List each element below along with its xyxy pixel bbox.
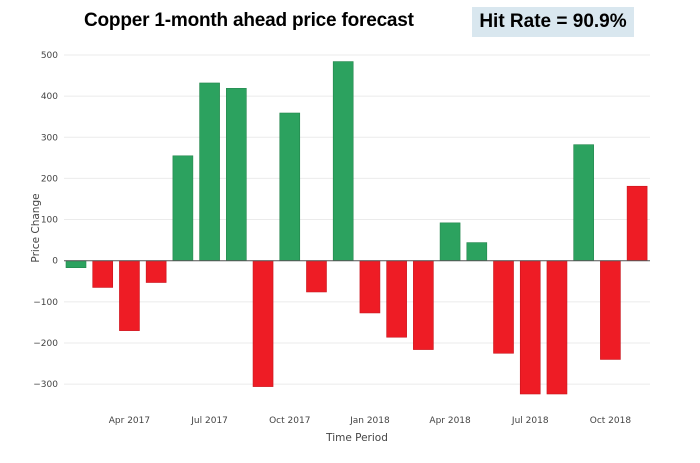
y-tick-label: −200	[33, 339, 58, 349]
y-tick-label: −100	[33, 298, 58, 308]
bar-jan-2018	[359, 260, 381, 314]
bar-jun-2018	[493, 260, 514, 354]
x-tick-label: Jul 2018	[511, 416, 549, 426]
bar-jun-2017	[172, 155, 194, 261]
x-tick-label: Apr 2018	[429, 416, 471, 426]
y-axis-ticks: −300 −200 −100 0 100 200 300 400 500	[33, 51, 58, 390]
bar-aug-2017	[226, 88, 247, 262]
x-axis-ticks: Apr 2017 Jul 2017 Oct 2017 Jan 2018 Apr 2018…	[109, 416, 632, 426]
x-axis-label: Time Period	[325, 432, 388, 444]
bar-nov-2017	[306, 260, 327, 293]
bar-jul-2017	[199, 82, 220, 261]
bar-oct-2018	[600, 260, 621, 360]
bar-mar-2017	[92, 260, 114, 288]
bar-feb-2018	[386, 260, 407, 338]
bars	[65, 61, 648, 395]
y-tick-label: −300	[33, 380, 58, 390]
x-tick-label: Oct 2018	[590, 416, 632, 426]
bar-aug-2018	[546, 260, 568, 395]
bar-sep-2018	[573, 144, 594, 261]
bar-may-2018	[466, 242, 488, 262]
y-tick-label: 0	[52, 257, 58, 267]
bar-feb-2017	[65, 260, 87, 268]
y-tick-label: 300	[41, 133, 58, 143]
y-axis-label: Price Change	[30, 193, 42, 262]
bar-oct-2017	[279, 112, 301, 261]
bar-nov-2018	[626, 185, 648, 262]
bar-apr-2017	[119, 260, 140, 331]
bar-apr-2018	[439, 222, 461, 261]
bar-mar-2018	[413, 260, 434, 350]
bar-sep-2017	[252, 260, 274, 387]
x-tick-label: Apr 2017	[109, 416, 150, 426]
y-tick-label: 100	[41, 216, 58, 226]
hit-rate-badge: Hit Rate = 90.9%	[472, 7, 634, 37]
y-tick-label: 400	[41, 92, 58, 102]
x-tick-label: Jul 2017	[190, 416, 228, 426]
y-tick-label: 500	[41, 51, 58, 61]
bar-may-2017	[145, 260, 167, 283]
bar-jul-2018	[519, 260, 541, 395]
y-tick-label: 200	[41, 174, 58, 184]
x-tick-label: Oct 2017	[269, 416, 310, 426]
bar-dec-2017	[332, 61, 354, 262]
x-tick-label: Jan 2018	[349, 416, 390, 426]
gridlines	[64, 54, 650, 385]
chart-title: Copper 1-month ahead price forecast	[84, 10, 414, 31]
